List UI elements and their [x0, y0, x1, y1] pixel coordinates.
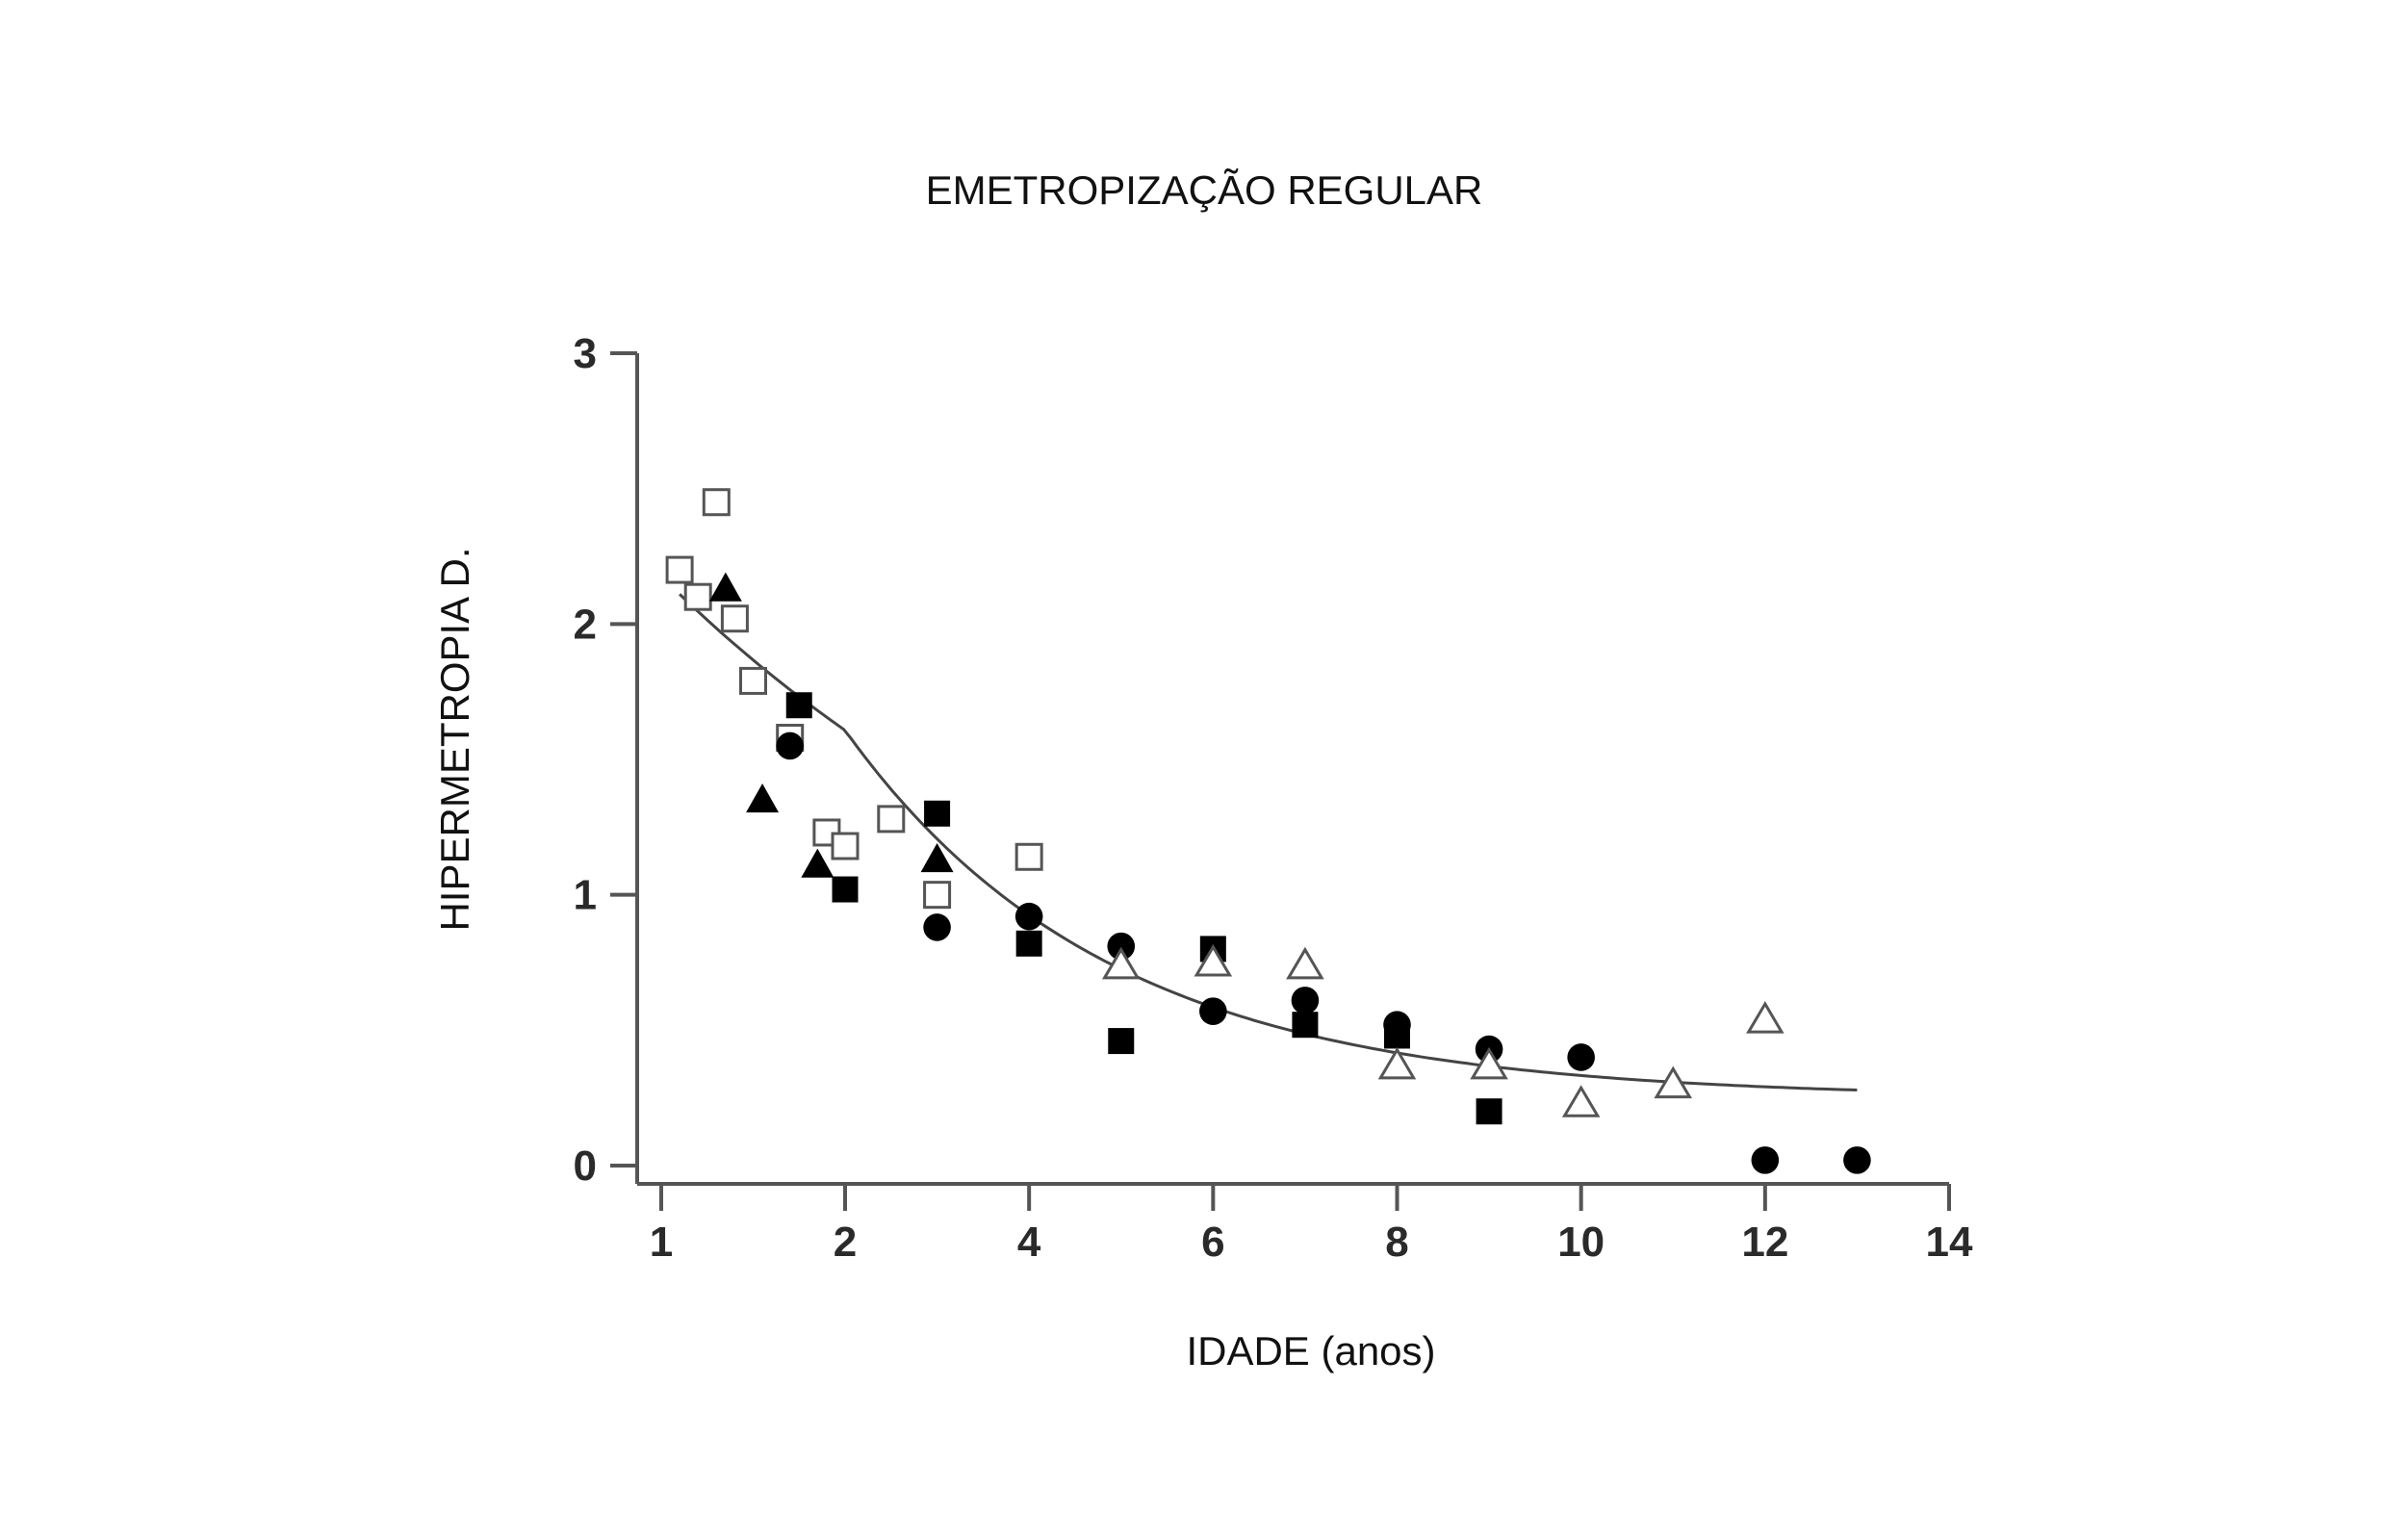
open-triangle-point	[1377, 1046, 1417, 1080]
open-square-point	[683, 582, 712, 611]
filled-circle-point	[1199, 997, 1227, 1025]
filled-circle-point	[1383, 1011, 1411, 1040]
open-triangle-point	[1746, 1001, 1785, 1034]
filled-triangle-point	[920, 842, 954, 873]
open-square-point	[1014, 842, 1043, 871]
filled-circle-point	[1567, 1043, 1595, 1071]
y-tick-label: 3	[574, 330, 597, 377]
filled-triangle-point	[801, 848, 835, 878]
chart-title: EMETROPIZAÇÃO REGULAR	[926, 167, 1483, 213]
filled-triangle-point	[708, 572, 742, 602]
y-tick-label: 0	[574, 1142, 597, 1190]
filled-square-point	[924, 800, 951, 827]
filled-circle-point	[923, 913, 951, 941]
open-square-point	[923, 881, 952, 910]
open-triangle-point	[1561, 1085, 1601, 1117]
x-tick-label: 8	[1385, 1219, 1408, 1266]
y-axis-label: HIPERMETROPIA D.	[432, 547, 477, 931]
x-tick-label: 2	[834, 1219, 857, 1266]
open-triangle-point	[1470, 1046, 1508, 1080]
filled-circle-point	[1291, 987, 1320, 1014]
filled-triangle-point	[746, 783, 780, 813]
open-square-point	[831, 832, 860, 860]
filled-square-point	[1015, 930, 1042, 957]
open-triangle-point	[1286, 946, 1324, 980]
data-points	[665, 488, 1871, 1174]
open-square-point	[877, 805, 906, 834]
y-tick-label: 2	[574, 601, 597, 648]
filled-circle-point	[1843, 1146, 1871, 1174]
filled-square-point	[1476, 1098, 1502, 1125]
open-triangle-point	[1654, 1065, 1693, 1099]
open-square-point	[665, 555, 694, 584]
x-tick-label: 4	[1017, 1219, 1041, 1266]
open-square-point	[720, 604, 749, 633]
x-tick-label: 6	[1201, 1219, 1224, 1266]
open-triangle-point	[1194, 943, 1233, 977]
filled-circle-point	[776, 732, 804, 760]
filled-square-point	[1108, 1028, 1135, 1055]
filled-circle-point	[1107, 932, 1136, 961]
y-tick-label: 1	[574, 872, 597, 919]
filled-square-point	[785, 692, 812, 719]
open-square-point	[739, 666, 767, 695]
open-square-point	[702, 488, 731, 517]
open-triangle-point	[1101, 946, 1141, 980]
x-axis-label: IDADE (anos)	[1186, 1328, 1435, 1373]
x-tick-label: 10	[1557, 1219, 1605, 1266]
filled-circle-point	[1751, 1146, 1780, 1174]
x-tick-label: 14	[1926, 1219, 1973, 1266]
filled-square-point	[832, 876, 859, 903]
filled-circle-point	[1014, 902, 1043, 931]
x-tick-label: 12	[1741, 1219, 1788, 1266]
x-tick-label: 1	[650, 1219, 673, 1266]
filled-square-point	[1292, 1012, 1319, 1039]
